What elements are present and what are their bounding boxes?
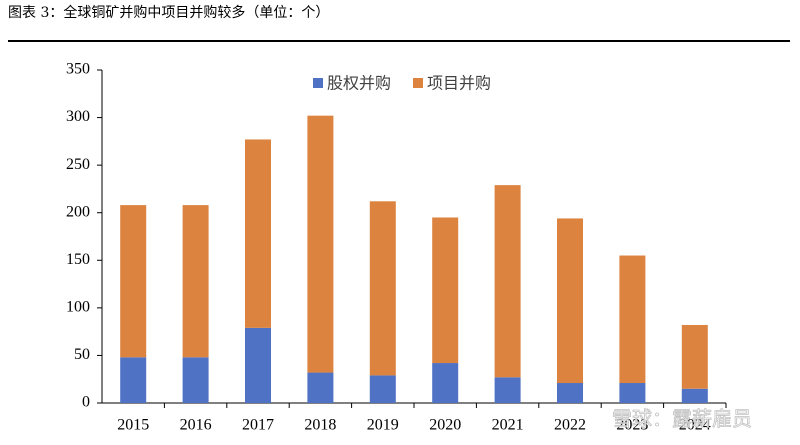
- y-tick-label: 0: [82, 394, 90, 411]
- y-tick-label: 100: [66, 299, 90, 316]
- x-tick-label: 2020: [429, 417, 461, 434]
- y-tick-label: 250: [66, 156, 90, 173]
- bar-segment: [245, 139, 271, 328]
- legend-label: 项目并购: [427, 74, 491, 93]
- x-tick-label: 2017: [242, 417, 274, 434]
- x-tick-label: 2021: [492, 417, 524, 434]
- y-tick-label: 200: [66, 203, 90, 220]
- bar-segment: [120, 357, 147, 403]
- x-tick-label: 2023: [616, 417, 648, 434]
- bar-segment: [432, 363, 459, 403]
- bar-segment: [182, 357, 209, 403]
- bar-segment: [182, 205, 209, 358]
- y-tick-label: 350: [66, 61, 90, 78]
- bar-segment: [557, 218, 583, 384]
- bar-segment: [245, 327, 271, 403]
- legend-swatch: [413, 78, 423, 88]
- x-tick-label: 2016: [180, 417, 212, 434]
- x-tick-label: 2024: [679, 417, 711, 434]
- bar-segment: [369, 201, 396, 376]
- bar-segment: [681, 388, 708, 403]
- y-tick-label: 300: [66, 108, 90, 125]
- legend-swatch: [313, 78, 323, 88]
- bar-segment: [681, 324, 708, 389]
- bar-segment: [619, 383, 646, 403]
- bar-segment: [120, 205, 147, 358]
- x-tick-label: 2018: [304, 417, 336, 434]
- bar-segment: [369, 375, 396, 403]
- bar-segment: [494, 185, 521, 378]
- x-tick-label: 2019: [367, 417, 399, 434]
- y-tick-label: 50: [74, 346, 90, 363]
- chart-title: 图表 3：全球铜矿并购中项目并购较多（单位：个）: [8, 4, 329, 21]
- bar-segment: [432, 217, 459, 364]
- bar-segment: [307, 372, 334, 403]
- watermark: 雪球：露薪雇员: [612, 407, 752, 431]
- legend-label: 股权并购: [327, 74, 391, 93]
- bar-segment: [494, 377, 521, 403]
- x-tick-label: 2015: [117, 417, 149, 434]
- bar-segment: [307, 115, 334, 373]
- bar-segment: [557, 383, 583, 403]
- bar-segment: [619, 255, 646, 384]
- y-tick-label: 150: [66, 251, 90, 268]
- x-tick-label: 2022: [554, 417, 586, 434]
